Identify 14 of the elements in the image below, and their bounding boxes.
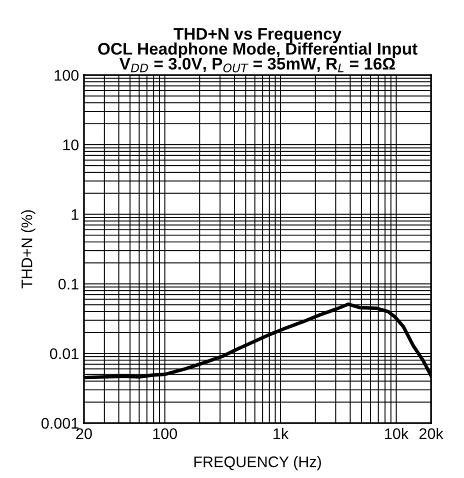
chart-title: THD+N vs Frequency OCL Headphone Mode, Differential Input V$_{DD}$ = 3.0V, P$_{OUT}$ = 35mW, R$_{L}$ = 16Ω: [98, 28, 418, 72]
y-axis-title: THD+N (%): [21, 210, 36, 288]
y-tick-label: 100: [54, 70, 79, 81]
x-axis-title: FREQUENCY (Hz): [194, 456, 321, 470]
y-tick-label: 0.01: [50, 348, 78, 360]
y-tick-label: 10: [63, 140, 79, 150]
x-tick-label: 1k: [274, 428, 289, 439]
x-tick-label: 100: [153, 428, 177, 440]
y-tick-label: 1: [72, 209, 78, 220]
x-tick-label: 20k: [420, 428, 444, 440]
x-tick-label: 20: [76, 428, 92, 440]
y-tick-label: 0.1: [58, 278, 78, 290]
y-tick-label: 0.001: [41, 418, 78, 429]
x-tick-label: 10k: [385, 428, 409, 440]
